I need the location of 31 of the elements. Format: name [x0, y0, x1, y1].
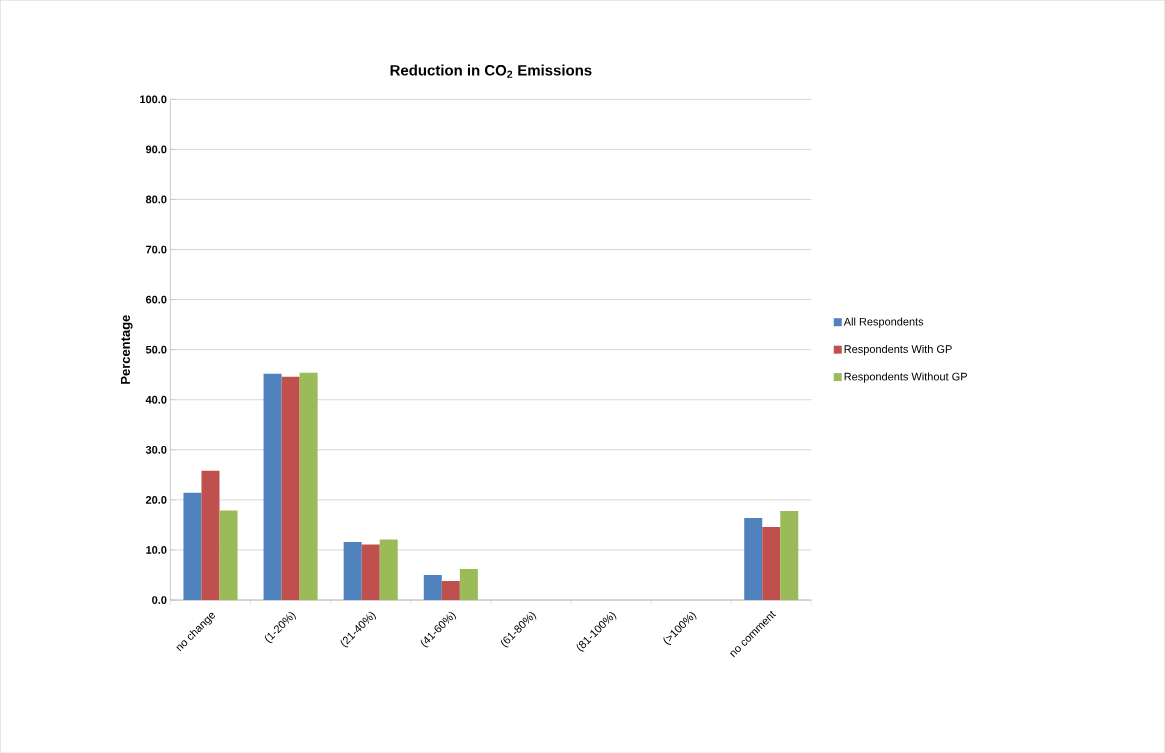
bar: [762, 526, 781, 600]
bar: [379, 539, 398, 600]
bar: [299, 372, 318, 600]
y-tick-label: 40.0: [145, 395, 167, 404]
bar: [343, 541, 362, 600]
y-tick-label: 0.0: [152, 595, 167, 604]
bar: [263, 373, 282, 600]
bar: [780, 510, 799, 600]
y-tick-label: 30.0: [145, 445, 167, 454]
bar: [423, 574, 442, 600]
y-tick-label: 10.0: [146, 545, 167, 554]
y-tick-label: 100.0: [140, 95, 167, 104]
bar: [183, 492, 202, 600]
bar: [459, 568, 478, 600]
bar: [744, 517, 763, 600]
bar: [201, 470, 220, 600]
legend-label: Respondents Without GP: [844, 372, 967, 383]
legend-label: All Respondents: [843, 317, 924, 328]
bar: [441, 580, 460, 600]
y-tick-label: 20.0: [145, 495, 167, 504]
y-axis-title: Percentage: [120, 314, 133, 384]
y-tick-label: 60.0: [145, 295, 167, 304]
chart-title: Reduction in CO$_{2}$ Emissions: [390, 64, 592, 78]
bar: [281, 376, 300, 600]
bar: [219, 510, 238, 600]
legend-label: Respondents With GP: [844, 344, 952, 355]
y-tick-label: 90.0: [145, 145, 167, 154]
y-tick-label: 50.0: [145, 345, 167, 354]
bar: [361, 544, 380, 600]
y-tick-label: 70.0: [146, 245, 167, 254]
y-tick-label: 80.0: [145, 195, 167, 204]
